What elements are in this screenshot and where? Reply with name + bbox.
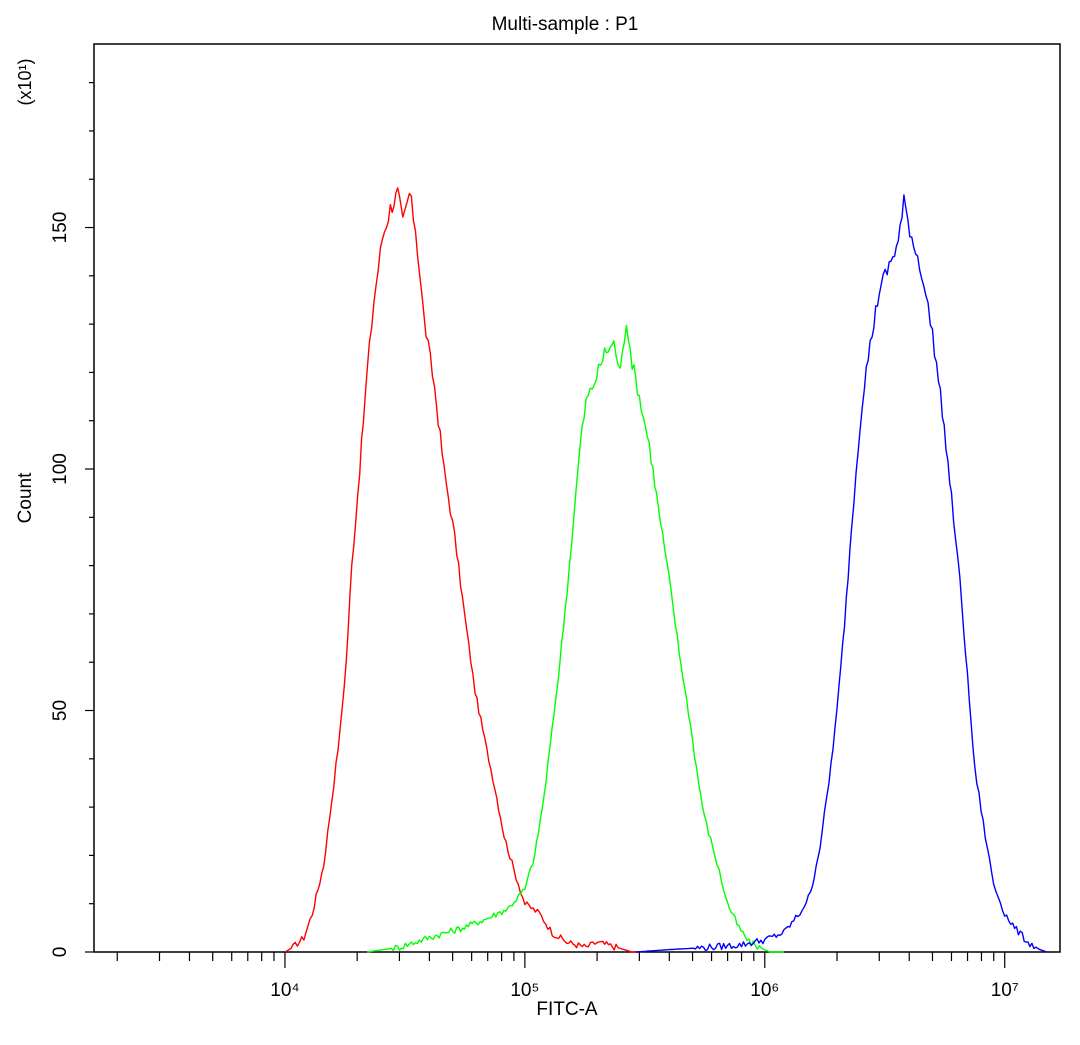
y-axis-multiplier-label: (x10¹) [15, 58, 35, 105]
y-tick-label: 150 [50, 212, 71, 244]
x-tick-label: 10⁷ [991, 980, 1019, 1001]
y-axis-ticks: 0 50 100 150 [50, 82, 94, 958]
x-tick-label: 10⁵ [510, 980, 539, 1001]
series-layer [284, 187, 1048, 953]
series-line-3 [635, 194, 1048, 953]
y-axis-label: Count [15, 472, 36, 523]
x-axis-label: FITC-A [536, 999, 598, 1020]
x-tick-label: 10⁴ [270, 980, 299, 1001]
y-tick-label: 100 [50, 453, 71, 485]
x-tick-label: 10⁶ [750, 980, 779, 1001]
y-tick-label: 50 [50, 700, 71, 721]
chart-title: Multi-sample : P1 [492, 14, 639, 35]
x-axis-ticks: 10⁴ 10⁵ 10⁶ 10⁷ [116, 952, 1019, 1001]
y-tick-label: 0 [50, 947, 71, 958]
plot-frame [93, 43, 1061, 953]
series-line-2 [366, 324, 784, 953]
series-line-1 [284, 187, 643, 953]
